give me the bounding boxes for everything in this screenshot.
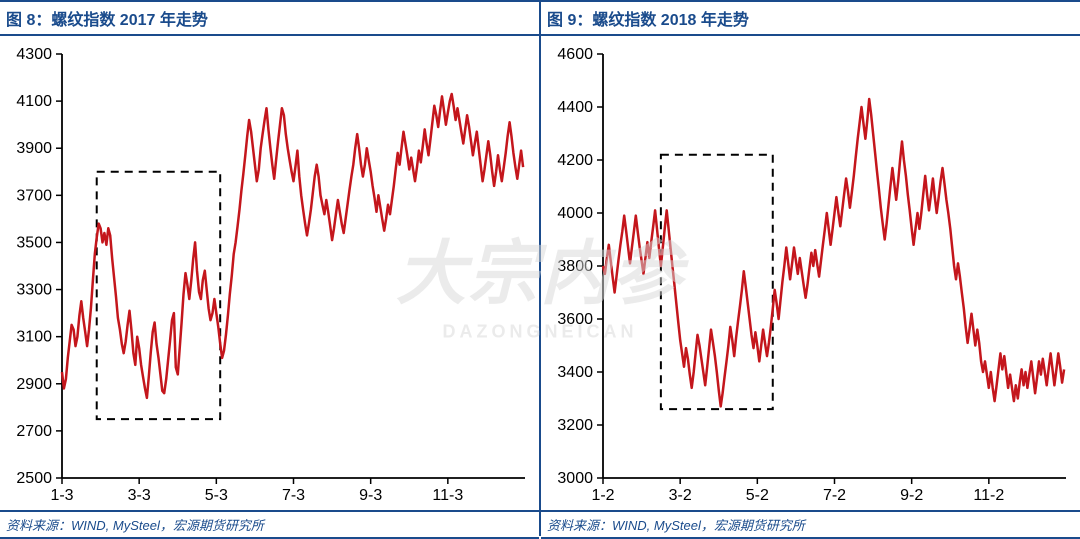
right-panel: 图 9：螺纹指数 2018 年走势 3000 3200 3400 3600 3800 40… <box>541 0 1080 536</box>
svg-text:1-2: 1-2 <box>591 487 614 504</box>
svg-text:9-2: 9-2 <box>900 487 923 504</box>
svg-text:3-3: 3-3 <box>128 487 151 504</box>
svg-text:7-3: 7-3 <box>282 487 305 504</box>
svg-text:4000: 4000 <box>557 205 593 222</box>
left-chart-area: 2500 2700 2900 3100 3300 3500 3700 3900 4100 4300… <box>0 36 539 510</box>
svg-text:2900: 2900 <box>16 376 52 393</box>
svg-text:3-2: 3-2 <box>669 487 692 504</box>
svg-text:11-2: 11-2 <box>973 487 1004 504</box>
svg-text:4100: 4100 <box>16 93 52 110</box>
svg-text:11-3: 11-3 <box>432 487 463 504</box>
svg-text:3300: 3300 <box>16 282 52 299</box>
svg-text:3400: 3400 <box>557 364 593 381</box>
page-container: 图 8：螺纹指数 2017 年走势 2500 2700 2900 3100 3300 35… <box>0 0 1080 536</box>
svg-text:4400: 4400 <box>557 99 593 116</box>
svg-text:9-3: 9-3 <box>359 487 382 504</box>
svg-text:1-3: 1-3 <box>50 487 73 504</box>
left-chart-svg: 2500 2700 2900 3100 3300 3500 3700 3900 4100 4300… <box>0 36 539 510</box>
svg-text:4300: 4300 <box>16 46 52 63</box>
svg-text:2700: 2700 <box>16 423 52 440</box>
left-source: 资料来源：WIND, MySteel，宏源期货研究所 <box>0 510 539 539</box>
right-title: 图 9：螺纹指数 2018 年走势 <box>541 0 1080 36</box>
svg-text:7-2: 7-2 <box>823 487 846 504</box>
svg-text:2500: 2500 <box>16 470 52 487</box>
svg-text:3500: 3500 <box>16 234 52 251</box>
svg-text:3100: 3100 <box>16 329 52 346</box>
svg-text:4600: 4600 <box>557 46 593 63</box>
svg-text:3600: 3600 <box>557 311 593 328</box>
svg-text:5-3: 5-3 <box>205 487 228 504</box>
svg-text:3200: 3200 <box>557 417 593 434</box>
svg-text:4200: 4200 <box>557 152 593 169</box>
svg-text:3900: 3900 <box>16 140 52 157</box>
right-chart-svg: 3000 3200 3400 3600 3800 4000 4200 4400 4600 1-2 3… <box>541 36 1080 510</box>
right-source: 资料来源：WIND, MySteel，宏源期货研究所 <box>541 510 1080 539</box>
left-panel: 图 8：螺纹指数 2017 年走势 2500 2700 2900 3100 3300 35… <box>0 0 539 536</box>
svg-text:3800: 3800 <box>557 258 593 275</box>
svg-text:3700: 3700 <box>16 187 52 204</box>
svg-text:5-2: 5-2 <box>746 487 769 504</box>
right-chart-area: 3000 3200 3400 3600 3800 4000 4200 4400 4600 1-2 3… <box>541 36 1080 510</box>
svg-text:3000: 3000 <box>557 470 593 487</box>
left-title: 图 8：螺纹指数 2017 年走势 <box>0 0 539 36</box>
